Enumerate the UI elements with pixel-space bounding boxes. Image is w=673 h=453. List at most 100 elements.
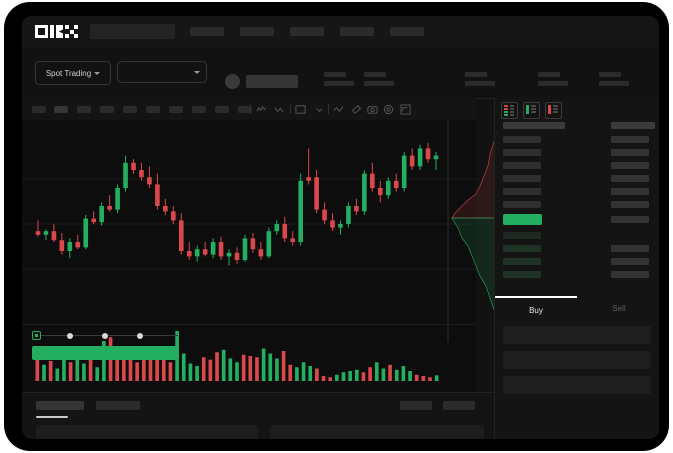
tab-buy[interactable]: Buy: [495, 296, 577, 322]
market-stat-5-label: [599, 72, 621, 77]
spot-trading-dropdown[interactable]: Spot Trading: [35, 61, 111, 85]
table-row[interactable]: [503, 149, 541, 156]
camera-icon[interactable]: [367, 104, 378, 115]
market-stat-5-value: [599, 81, 629, 86]
tab-sell-label: Sell: [612, 303, 626, 313]
nav-item-5[interactable]: [390, 27, 424, 36]
okx-logo[interactable]: [35, 25, 79, 38]
orderbook-buy-icon[interactable]: [523, 102, 540, 119]
nav-item-2[interactable]: [240, 27, 274, 36]
orders-action-2[interactable]: [443, 401, 475, 410]
nav-item-1[interactable]: [190, 27, 224, 36]
chart-canvas: [22, 143, 476, 270]
compare-icon[interactable]: [274, 104, 285, 115]
table-row[interactable]: [503, 245, 541, 252]
market-stat-4: [538, 72, 568, 86]
toolbar-divider: [250, 104, 251, 114]
fullscreen-icon[interactable]: [400, 104, 411, 115]
table-row[interactable]: [611, 258, 649, 265]
interval-chip-6[interactable]: [146, 106, 160, 113]
orderbook-spread-highlight: [503, 214, 542, 225]
table-row[interactable]: [503, 136, 541, 143]
trade-side-tabs: Buy Sell: [495, 296, 659, 320]
chevron-down-icon: [94, 71, 101, 75]
orders-placeholder-1: [36, 425, 258, 439]
table-row[interactable]: [611, 201, 649, 208]
orderbook-view-toggles: [501, 102, 562, 119]
active-tab-underline: [36, 416, 68, 418]
table-row[interactable]: [503, 188, 541, 195]
table-row[interactable]: [503, 271, 541, 278]
market-stat-4-label: [538, 72, 560, 77]
app-header: [22, 16, 659, 48]
interval-chip-8[interactable]: [192, 106, 206, 113]
candlestick-chart[interactable]: [22, 120, 476, 324]
market-stat-1-label: [324, 72, 346, 77]
logo-letter-o: [35, 25, 48, 38]
spot-trading-label: Spot Trading: [45, 68, 92, 78]
amount-slider[interactable]: [32, 331, 178, 340]
tab-sell[interactable]: Sell: [578, 296, 659, 320]
logo-letter-k: [50, 25, 63, 38]
interval-chip-4[interactable]: [100, 106, 114, 113]
orderbook-both-icon[interactable]: [501, 102, 518, 119]
orders-panel: [22, 392, 494, 439]
market-stat-2-value: [364, 81, 394, 86]
alert-icon[interactable]: [383, 104, 394, 115]
chevron-down-icon: [194, 70, 200, 74]
template-icon[interactable]: [295, 104, 306, 115]
table-row[interactable]: [611, 245, 649, 252]
table-row[interactable]: [611, 216, 649, 223]
nav-item-3[interactable]: [290, 27, 324, 36]
device-frame: Spot Trading: [4, 2, 669, 451]
table-row[interactable]: [611, 149, 649, 156]
table-row[interactable]: [503, 175, 541, 182]
amount-field[interactable]: [503, 351, 651, 369]
table-row[interactable]: [611, 162, 649, 169]
total-field[interactable]: [503, 376, 651, 394]
slider-handle[interactable]: [32, 331, 41, 340]
trading-pair-select[interactable]: [117, 61, 207, 83]
indicator-icon[interactable]: [256, 104, 267, 115]
submit-order-button[interactable]: [32, 346, 179, 360]
slider-stop-50[interactable]: [102, 332, 108, 339]
market-stat-3: [465, 72, 495, 86]
table-row[interactable]: [503, 258, 541, 265]
market-stat-2-label: [364, 72, 386, 77]
slider-stop-75[interactable]: [137, 332, 143, 339]
orderbook-rows[interactable]: [495, 122, 659, 306]
slider-stop-25[interactable]: [67, 332, 73, 339]
interval-chip-1[interactable]: [32, 106, 46, 113]
interval-chip-7[interactable]: [169, 106, 183, 113]
table-row[interactable]: [611, 271, 649, 278]
toolbar-divider: [328, 104, 329, 114]
table-row[interactable]: [611, 136, 649, 143]
interval-chip-2[interactable]: [54, 106, 68, 113]
pair-avatar: [225, 74, 240, 89]
table-row[interactable]: [503, 232, 541, 239]
nav-item-4[interactable]: [340, 27, 374, 36]
table-row[interactable]: [503, 162, 541, 169]
settings-chevron-icon[interactable]: [314, 104, 325, 115]
interval-chip-9[interactable]: [215, 106, 229, 113]
ruler-icon[interactable]: [351, 104, 362, 115]
orderbook-sell-icon[interactable]: [545, 102, 562, 119]
market-stat-3-label: [465, 72, 487, 77]
table-row[interactable]: [503, 201, 541, 208]
market-stat-4-value: [538, 81, 568, 86]
logo-letter-x: [65, 25, 78, 38]
line-style-icon[interactable]: [333, 104, 344, 115]
orders-action-1[interactable]: [400, 401, 432, 410]
chart-toolbar: [22, 98, 476, 121]
interval-chip-10[interactable]: [238, 106, 252, 113]
orders-tab-1[interactable]: [36, 401, 84, 410]
search-input[interactable]: [90, 24, 175, 39]
table-row[interactable]: [611, 188, 649, 195]
orderbook-header-amount: [611, 122, 655, 129]
interval-chip-5[interactable]: [123, 106, 137, 113]
table-row[interactable]: [611, 175, 649, 182]
price-field[interactable]: [503, 326, 651, 344]
interval-chip-3[interactable]: [77, 106, 91, 113]
orderbook-panel: Buy Sell: [494, 98, 659, 439]
orders-tab-2[interactable]: [96, 401, 140, 410]
